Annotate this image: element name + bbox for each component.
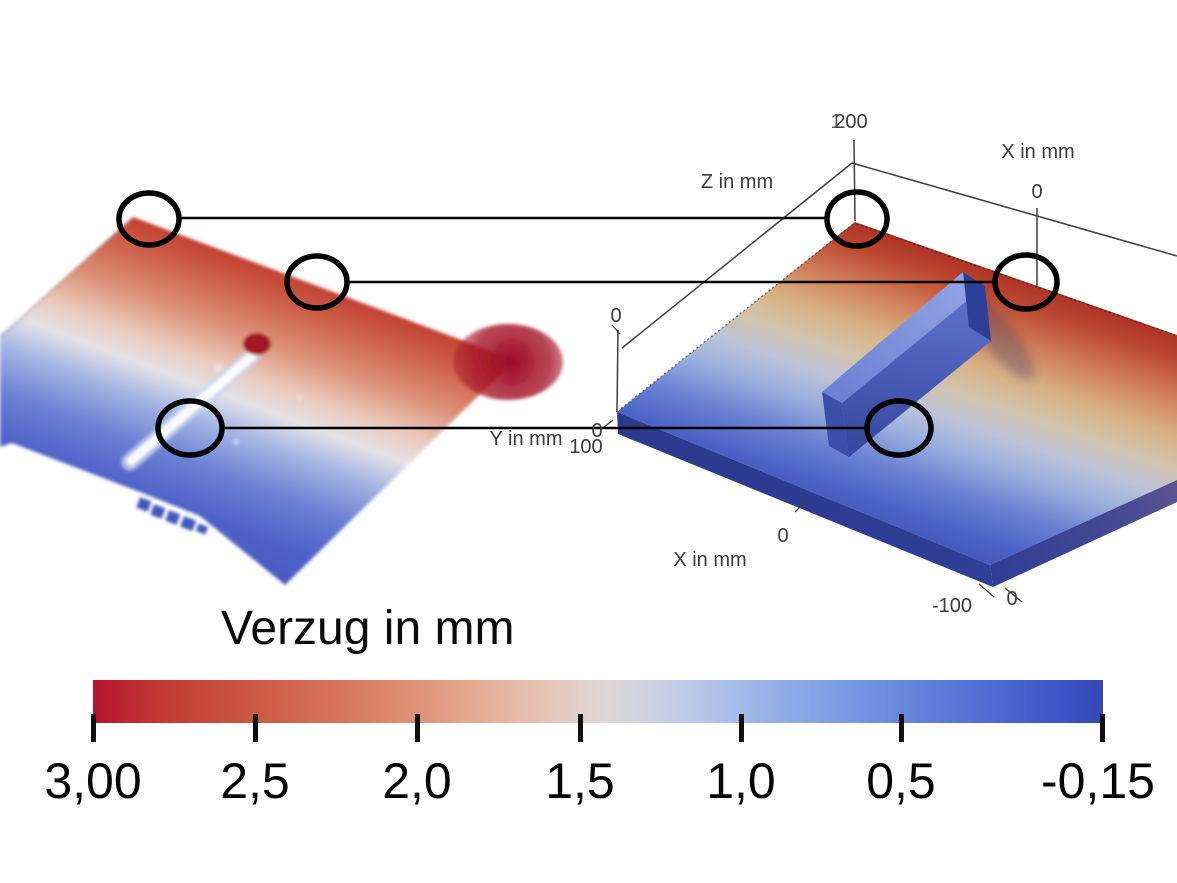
left-panel-measured-scan — [0, 217, 563, 585]
left-plate-red-hotspot-corner — [453, 324, 563, 400]
colorbar-title: Verzug in mm — [221, 602, 515, 655]
sim-plate-back-right-edge — [856, 223, 1176, 336]
rib-front-face — [842, 286, 991, 457]
tick-y-corner — [602, 419, 614, 429]
z-axis-vertical-back — [853, 139, 856, 222]
marker-circle-right-middle — [992, 252, 1060, 312]
rib-right-end-face — [963, 272, 991, 341]
axis-lines — [602, 139, 1177, 603]
fiducial-dots — [136, 497, 209, 535]
tick-x-zero-bottom — [1004, 587, 1023, 603]
marker-circle-right-bottom — [864, 398, 934, 458]
y-axis-vertical-left — [616, 329, 619, 413]
x-axis-bottom-label: X in mm — [673, 549, 747, 571]
z-axis-left-tick-0: 0 — [610, 305, 622, 327]
z-axis-tick-100-overlap: 1 — [830, 111, 842, 133]
sim-plate-side-front-left — [617, 412, 993, 587]
red-defect-spot — [243, 333, 271, 355]
scan-speck-3 — [297, 395, 303, 401]
x-axis-top-tick-0: 0 — [1031, 181, 1043, 203]
y-axis-tick-100: 100 — [569, 436, 603, 458]
marker-circle-right-top — [824, 189, 890, 249]
marker-links — [116, 189, 1060, 458]
scan-speck-1 — [214, 364, 222, 372]
marker-circle-left-top — [116, 190, 182, 248]
left-plate-surface — [0, 217, 515, 585]
x-axis-tick-0-bottom: 0 — [1006, 588, 1018, 610]
rib-trace-streak — [126, 351, 257, 466]
marker-circle-left-bottom — [155, 398, 225, 458]
y-axis-tick-0: 0 — [591, 420, 603, 442]
x-axis-diagonal-top — [851, 162, 1177, 257]
rib-top-face — [822, 272, 985, 403]
right-panel-simulation — [602, 139, 1177, 603]
tick-x-neg100 — [978, 583, 995, 598]
tick-left-zero — [611, 324, 621, 335]
marker-circle-left-middle — [284, 253, 350, 311]
z-axis-label: Z in mm — [700, 171, 774, 193]
rib-left-end-face — [822, 392, 849, 457]
sim-plate-side-front-right — [990, 480, 1177, 587]
x-axis-tick-neg100: -100 — [931, 595, 973, 617]
z-axis-diagonal — [621, 162, 853, 349]
x-axis-top-label: X in mm — [1001, 141, 1075, 163]
tick-x-mid — [794, 500, 807, 513]
left-plate-edge-dashed — [1, 218, 132, 337]
z-axis-tick-200: 200 — [834, 111, 868, 133]
x-axis-mid-tick-0: 0 — [777, 525, 789, 547]
colorbar-gradient — [93, 680, 1103, 723]
scan-speck-2 — [233, 439, 239, 445]
sim-plate-back-left-edge — [618, 223, 854, 411]
y-axis-label: Y in mm — [489, 428, 563, 450]
